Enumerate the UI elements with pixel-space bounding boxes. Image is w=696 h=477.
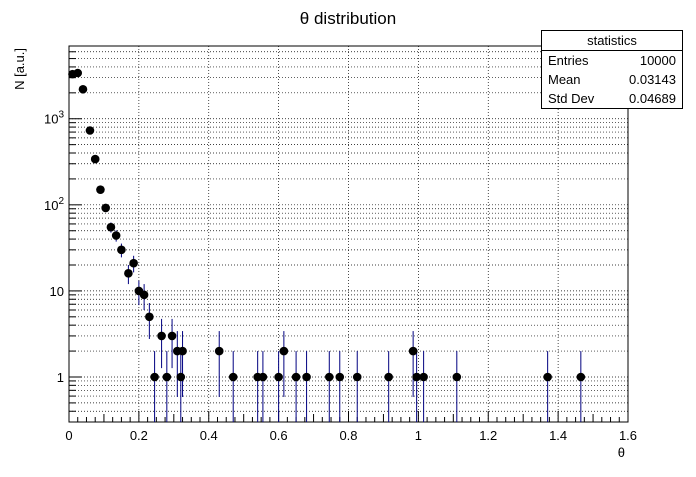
y-tick-label: 1: [57, 370, 64, 385]
x-tick-label: 0: [65, 428, 72, 443]
data-point: [157, 331, 166, 341]
stats-row-entries: Entries 10000: [542, 51, 682, 70]
statistics-title: statistics: [542, 31, 682, 51]
data-point: [129, 258, 138, 268]
error-bars: [71, 72, 582, 422]
data-point: [352, 372, 362, 382]
x-tick-label: 1.6: [619, 428, 637, 443]
data-point: [335, 372, 345, 382]
data-point: [106, 222, 116, 232]
data-point: [139, 290, 149, 300]
stats-row-stddev: Std Dev 0.04689: [542, 89, 682, 108]
data-point: [543, 372, 552, 382]
x-tick-label: 0.2: [130, 428, 148, 443]
x-tick-label: 1: [415, 428, 422, 443]
x-tick-label: 0.6: [270, 428, 288, 443]
data-point: [101, 203, 110, 213]
x-tick-label: 0.8: [339, 428, 357, 443]
x-axis-label: θ: [618, 445, 625, 460]
data-point: [150, 372, 159, 382]
data-point: [228, 372, 238, 382]
stats-stddev-label: Std Dev: [548, 91, 595, 106]
data-point: [90, 154, 100, 164]
data-point: [408, 346, 418, 356]
y-tick-label: 10: [50, 284, 64, 299]
data-point: [73, 68, 83, 78]
stats-row-mean: Mean 0.03143: [542, 70, 682, 89]
data-point: [302, 372, 311, 382]
stats-mean-label: Mean: [548, 72, 581, 87]
data-point: [576, 372, 586, 382]
x-tick-label: 1.2: [479, 428, 497, 443]
data-point: [258, 372, 268, 382]
data-point: [412, 372, 421, 382]
data-point: [85, 126, 95, 135]
data-points: [68, 68, 586, 382]
chart-title: θ distribution: [300, 9, 396, 28]
y-axis-label: N [a.u.]: [12, 48, 27, 90]
stats-stddev-value: 0.04689: [629, 91, 676, 106]
data-point: [124, 269, 133, 278]
data-point: [384, 372, 393, 382]
grid: [69, 45, 628, 423]
data-point: [324, 372, 334, 382]
data-point: [167, 331, 177, 341]
y-tick-label: 102: [44, 196, 64, 213]
data-point: [78, 84, 88, 94]
data-point: [178, 346, 187, 356]
data-point: [145, 312, 154, 322]
stats-entries-value: 10000: [639, 53, 676, 68]
data-point: [96, 185, 105, 194]
stats-mean-value: 0.03143: [629, 72, 676, 87]
statistics-box: statistics Entries 10000 Mean 0.03143 St…: [541, 30, 683, 109]
axes: [68, 45, 629, 423]
data-point: [452, 372, 462, 382]
data-point: [176, 372, 186, 382]
data-point: [291, 372, 301, 382]
labels: 0 0.2 0.4 0.6 0.8 1 1.2 1.4 1.6 1 10 102 103 θ distri…: [12, 9, 637, 460]
data-point: [279, 346, 289, 356]
data-point: [419, 372, 428, 382]
data-point: [117, 245, 126, 255]
x-tick-label: 1.4: [549, 428, 567, 443]
stats-entries-label: Entries: [548, 53, 589, 68]
data-point: [274, 372, 283, 382]
y-tick-label: 103: [44, 110, 64, 127]
data-point: [162, 372, 172, 382]
plot-frame: [68, 45, 629, 423]
x-tick-label: 0.4: [200, 428, 218, 443]
data-point: [214, 346, 224, 356]
data-point: [111, 231, 121, 240]
